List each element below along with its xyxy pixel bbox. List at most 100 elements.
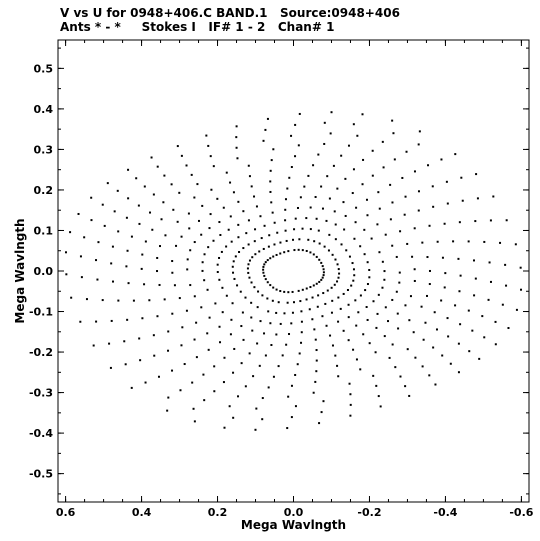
uv-point bbox=[153, 354, 156, 357]
uv-point bbox=[355, 206, 358, 209]
uv-point bbox=[372, 300, 375, 303]
uv-point bbox=[377, 293, 380, 296]
y-tick-label: -0.2 bbox=[29, 346, 53, 359]
uv-point bbox=[492, 195, 495, 198]
uv-point bbox=[116, 189, 119, 192]
uv-point bbox=[376, 312, 379, 315]
uv-point bbox=[294, 123, 297, 126]
uv-point bbox=[138, 337, 141, 340]
uv-point bbox=[346, 288, 349, 291]
uv-point bbox=[178, 297, 181, 300]
uv-point bbox=[201, 269, 204, 272]
y-tick-label: 0.3 bbox=[34, 143, 54, 156]
uv-point bbox=[428, 224, 431, 227]
uv-point bbox=[269, 180, 272, 183]
uv-point bbox=[208, 316, 211, 319]
uv-point bbox=[65, 273, 68, 276]
uv-point bbox=[376, 223, 379, 226]
uv-point bbox=[336, 263, 339, 266]
uv-point bbox=[424, 321, 427, 324]
uv-point bbox=[392, 132, 395, 135]
uv-point bbox=[359, 245, 362, 248]
uv-point bbox=[284, 219, 287, 222]
uv-point bbox=[378, 207, 381, 210]
uv-point bbox=[229, 333, 232, 336]
uv-point bbox=[248, 175, 251, 178]
uv-point bbox=[322, 271, 325, 274]
uv-point bbox=[303, 185, 306, 188]
uv-point bbox=[299, 196, 302, 199]
y-tick-label: 0.5 bbox=[34, 62, 54, 75]
uv-point bbox=[391, 343, 394, 346]
uv-point bbox=[318, 280, 321, 283]
uv-point bbox=[313, 328, 316, 331]
uv-point bbox=[290, 384, 293, 387]
uv-point bbox=[246, 267, 249, 270]
uv-point bbox=[320, 261, 323, 264]
uv-point bbox=[156, 315, 159, 318]
uv-point bbox=[312, 284, 315, 287]
y-tick-label: -0.3 bbox=[29, 387, 53, 400]
uv-point bbox=[318, 258, 321, 261]
uv-point bbox=[125, 216, 128, 219]
uv-point bbox=[192, 407, 195, 410]
uv-point bbox=[349, 393, 352, 396]
uv-point bbox=[499, 241, 502, 244]
uv-point bbox=[237, 200, 240, 203]
uv-point bbox=[237, 395, 240, 398]
uv-point bbox=[181, 326, 184, 329]
uv-point bbox=[276, 231, 279, 234]
uv-point bbox=[309, 206, 312, 209]
uv-point bbox=[193, 338, 196, 341]
uv-point bbox=[262, 265, 265, 268]
uv-point bbox=[353, 237, 356, 240]
uv-point bbox=[277, 301, 280, 304]
uv-point bbox=[320, 411, 323, 414]
uv-point bbox=[314, 380, 317, 383]
uv-point bbox=[296, 206, 299, 209]
uv-point bbox=[248, 276, 251, 279]
uv-point bbox=[312, 391, 315, 394]
uv-point bbox=[171, 260, 174, 263]
uv-point bbox=[395, 255, 398, 258]
uv-point bbox=[248, 259, 251, 262]
uv-point bbox=[443, 286, 446, 289]
uv-point bbox=[191, 381, 194, 384]
x-tick-label: -0.2 bbox=[357, 506, 381, 519]
uv-point bbox=[141, 317, 144, 320]
uv-point bbox=[452, 240, 455, 243]
uv-point bbox=[83, 236, 86, 239]
uv-point bbox=[327, 249, 330, 252]
uv-point bbox=[468, 350, 471, 353]
uv-point bbox=[351, 262, 354, 265]
x-tick-label: 0.0 bbox=[284, 506, 304, 519]
uv-point bbox=[368, 342, 371, 345]
uv-point bbox=[334, 238, 337, 241]
uv-point bbox=[235, 146, 238, 149]
uv-point bbox=[381, 286, 384, 289]
uv-point bbox=[275, 288, 278, 291]
uv-point bbox=[262, 139, 265, 142]
uv-point bbox=[366, 214, 369, 217]
uv-point bbox=[214, 302, 217, 305]
uv-point bbox=[200, 306, 203, 309]
uv-point bbox=[286, 427, 289, 430]
uv-point bbox=[207, 348, 210, 351]
uv-point bbox=[247, 219, 250, 222]
uv-point bbox=[237, 223, 240, 226]
uv-point bbox=[377, 191, 380, 194]
uv-point bbox=[248, 352, 251, 355]
uv-point bbox=[101, 203, 104, 206]
uv-point bbox=[242, 247, 245, 250]
uv-point bbox=[143, 185, 146, 188]
uv-point bbox=[253, 286, 256, 289]
uv-point bbox=[196, 183, 199, 186]
uv-point bbox=[421, 365, 424, 368]
uv-point bbox=[436, 240, 439, 243]
uv-point bbox=[272, 255, 275, 258]
uv-point bbox=[432, 346, 435, 349]
uv-point bbox=[250, 316, 253, 319]
uv-point bbox=[201, 204, 204, 207]
uv-point bbox=[218, 278, 221, 281]
uv-point bbox=[399, 375, 402, 378]
